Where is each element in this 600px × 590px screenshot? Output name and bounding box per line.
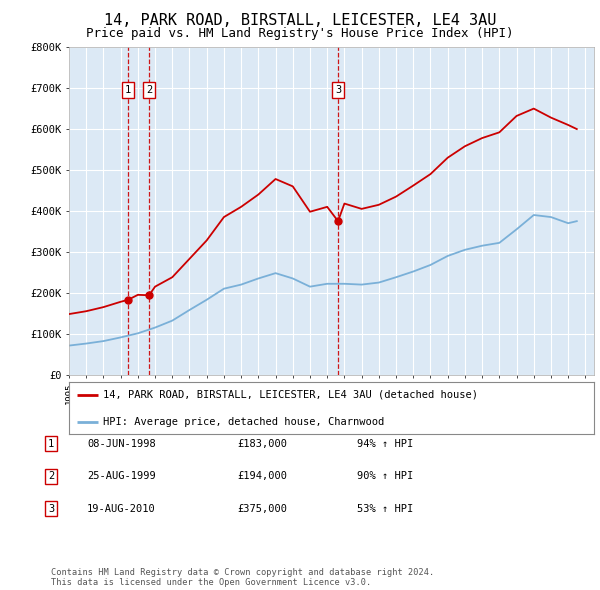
Text: Contains HM Land Registry data © Crown copyright and database right 2024.
This d: Contains HM Land Registry data © Crown c…: [51, 568, 434, 587]
Text: 25-AUG-1999: 25-AUG-1999: [87, 471, 156, 481]
Text: £375,000: £375,000: [237, 504, 287, 513]
Text: 3: 3: [48, 504, 54, 513]
Text: 19-AUG-2010: 19-AUG-2010: [87, 504, 156, 513]
Text: 53% ↑ HPI: 53% ↑ HPI: [357, 504, 413, 513]
Text: 08-JUN-1998: 08-JUN-1998: [87, 439, 156, 448]
Text: HPI: Average price, detached house, Charnwood: HPI: Average price, detached house, Char…: [103, 417, 385, 427]
Text: Price paid vs. HM Land Registry's House Price Index (HPI): Price paid vs. HM Land Registry's House …: [86, 27, 514, 40]
Text: 2: 2: [48, 471, 54, 481]
Text: £183,000: £183,000: [237, 439, 287, 448]
Text: 94% ↑ HPI: 94% ↑ HPI: [357, 439, 413, 448]
Text: £194,000: £194,000: [237, 471, 287, 481]
Text: 1: 1: [125, 85, 131, 95]
Text: 3: 3: [335, 85, 341, 95]
Text: 1: 1: [48, 439, 54, 448]
Text: 90% ↑ HPI: 90% ↑ HPI: [357, 471, 413, 481]
Text: 2: 2: [146, 85, 152, 95]
Text: 14, PARK ROAD, BIRSTALL, LEICESTER, LE4 3AU: 14, PARK ROAD, BIRSTALL, LEICESTER, LE4 …: [104, 13, 496, 28]
Text: 14, PARK ROAD, BIRSTALL, LEICESTER, LE4 3AU (detached house): 14, PARK ROAD, BIRSTALL, LEICESTER, LE4 …: [103, 390, 478, 399]
